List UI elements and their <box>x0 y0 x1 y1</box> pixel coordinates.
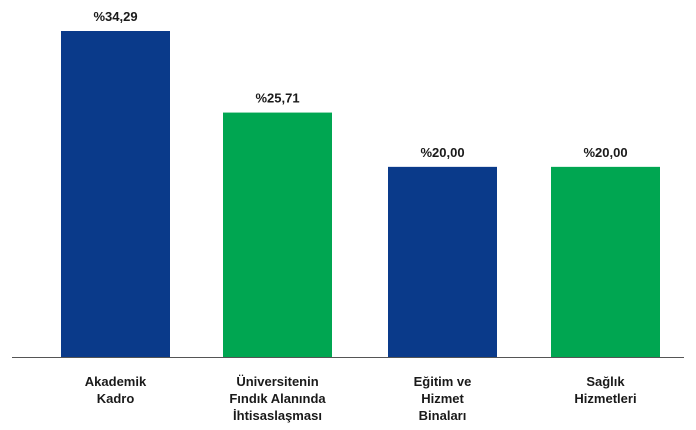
category-label-line: İhtisaslaşması <box>233 408 322 423</box>
data-label-4: %20,00 <box>583 145 627 160</box>
data-label-2: %25,71 <box>255 91 299 106</box>
category-label-line: Hizmetleri <box>574 391 636 406</box>
bar-3 <box>388 166 497 357</box>
data-labels-group: %34,29 %25,71 %20,00 %20,00 <box>93 9 627 160</box>
bars-group <box>61 31 660 357</box>
bar-1 <box>61 31 170 357</box>
bar-2 <box>223 112 332 357</box>
category-label-4: Sağlık Hizmetleri <box>574 374 636 406</box>
category-label-line: Hizmet <box>421 391 464 406</box>
category-label-2: Üniversitenin Fındık Alanında İhtisaslaşma… <box>229 374 326 423</box>
bar-4 <box>551 166 660 357</box>
category-label-line: Binaları <box>419 408 467 423</box>
category-label-3: Eğitim ve Hizmet Binaları <box>414 374 472 423</box>
data-label-3: %20,00 <box>420 145 464 160</box>
category-labels-group: Akademik Kadro Üniversitenin Fındık Alanınd… <box>85 374 637 423</box>
category-label-line: Sağlık <box>586 374 625 389</box>
category-label-line: Fındık Alanında <box>229 391 326 406</box>
category-label-line: Kadro <box>97 391 135 406</box>
category-label-1: Akademik Kadro <box>85 374 147 406</box>
data-label-1: %34,29 <box>93 9 137 24</box>
category-label-line: Üniversitenin <box>236 374 318 389</box>
category-label-line: Eğitim ve <box>414 374 472 389</box>
category-label-line: Akademik <box>85 374 147 389</box>
